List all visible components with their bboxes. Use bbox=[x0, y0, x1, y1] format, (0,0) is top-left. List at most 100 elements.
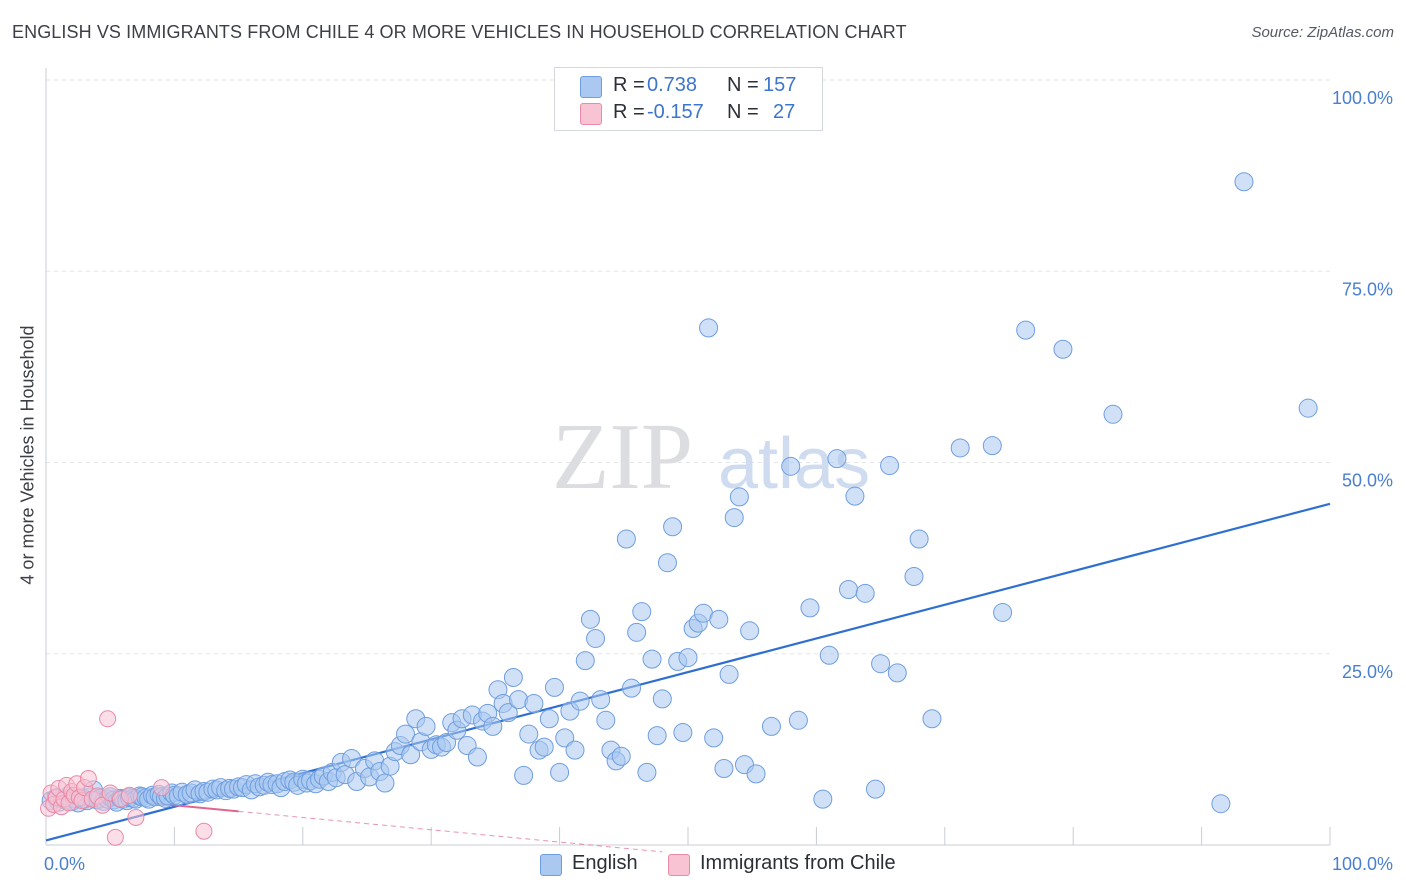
data-point bbox=[1103, 404, 1123, 424]
watermark-zip: ZIP bbox=[552, 405, 693, 509]
data-point bbox=[1234, 172, 1254, 192]
data-point bbox=[570, 691, 590, 711]
data-point bbox=[437, 732, 457, 752]
data-point bbox=[467, 747, 487, 767]
data-point bbox=[909, 529, 929, 549]
data-point bbox=[663, 517, 683, 537]
data-point bbox=[993, 602, 1013, 622]
y-tick-label: 100.0% bbox=[1332, 88, 1393, 108]
stats-row-english: R = 0.738 N = 157 bbox=[555, 72, 822, 100]
data-point bbox=[555, 728, 575, 748]
data-point bbox=[120, 786, 138, 804]
data-point bbox=[93, 796, 111, 814]
chile-trend-extension bbox=[238, 810, 663, 853]
stats-legend: R = 0.738 N = 157 R = -0.157 N = 27 bbox=[554, 67, 823, 131]
chile-legend-swatch bbox=[668, 854, 690, 876]
data-point bbox=[616, 529, 636, 549]
data-point bbox=[709, 609, 729, 629]
data-point bbox=[401, 745, 421, 765]
n-value: 27 bbox=[773, 101, 796, 123]
data-point bbox=[819, 645, 839, 665]
source-label: Source: ZipAtlas.com bbox=[1251, 24, 1394, 41]
data-point bbox=[982, 436, 1002, 456]
data-point bbox=[611, 746, 631, 766]
data-point bbox=[950, 438, 970, 458]
data-point bbox=[503, 667, 523, 687]
data-point bbox=[519, 724, 539, 744]
chart-title: ENGLISH VS IMMIGRANTS FROM CHILE 4 OR MO… bbox=[12, 22, 907, 42]
n-label: N = bbox=[727, 101, 759, 123]
y-tick-label: 25.0% bbox=[1342, 662, 1393, 682]
trend-lines bbox=[45, 502, 1331, 853]
watermark: ZIP atlas bbox=[552, 405, 870, 509]
data-point bbox=[396, 724, 416, 744]
chile-points bbox=[40, 710, 213, 846]
data-point bbox=[416, 716, 436, 736]
chile-swatch bbox=[580, 103, 602, 125]
data-point bbox=[845, 486, 865, 506]
data-point bbox=[575, 651, 595, 671]
data-point bbox=[637, 762, 657, 782]
data-point bbox=[627, 622, 647, 642]
n-value: 157 bbox=[763, 74, 797, 96]
data-point bbox=[704, 728, 724, 748]
data-point bbox=[761, 716, 781, 736]
english-legend-label: English bbox=[572, 852, 638, 874]
data-point bbox=[719, 664, 739, 684]
chile-legend-label: Immigrants from Chile bbox=[700, 852, 896, 874]
data-point bbox=[904, 566, 924, 586]
data-point bbox=[642, 649, 662, 669]
data-point bbox=[714, 759, 734, 778]
data-point bbox=[586, 628, 606, 648]
data-point bbox=[483, 716, 503, 736]
data-point bbox=[79, 769, 97, 787]
data-point bbox=[827, 449, 847, 469]
data-point bbox=[678, 648, 698, 668]
data-point bbox=[544, 677, 564, 697]
n-label: N = bbox=[727, 74, 759, 96]
data-point bbox=[534, 737, 554, 757]
data-point bbox=[99, 710, 117, 728]
english-points bbox=[41, 172, 1318, 814]
data-point bbox=[839, 579, 858, 599]
stats-row-chile: R = -0.157 N = 27 bbox=[555, 99, 822, 127]
tick-labels: 25.0% 50.0% 75.0% 100.0% 0.0% 100.0% bbox=[44, 88, 1393, 874]
data-point bbox=[1053, 339, 1073, 359]
data-point bbox=[880, 456, 900, 476]
data-point bbox=[632, 602, 652, 622]
data-point bbox=[524, 693, 544, 713]
data-point bbox=[622, 678, 642, 698]
data-point bbox=[195, 822, 213, 840]
series-legend: English Immigrants from Chile bbox=[0, 851, 1406, 879]
data-point bbox=[922, 709, 942, 729]
data-point bbox=[746, 764, 766, 784]
data-point bbox=[673, 723, 693, 743]
english-swatch bbox=[580, 76, 602, 98]
data-point bbox=[724, 508, 744, 528]
r-label: R = bbox=[613, 74, 645, 96]
data-point bbox=[788, 710, 808, 730]
data-point bbox=[1298, 398, 1318, 418]
english-legend-swatch bbox=[540, 854, 562, 876]
data-point bbox=[565, 740, 585, 760]
r-value: 0.738 bbox=[647, 74, 698, 96]
data-point bbox=[865, 779, 885, 799]
data-point bbox=[781, 456, 801, 476]
data-point bbox=[652, 689, 672, 709]
data-point bbox=[813, 789, 833, 809]
data-point bbox=[887, 663, 907, 683]
data-point bbox=[729, 487, 749, 507]
x-tick-label: 100.0% bbox=[1332, 854, 1393, 874]
data-point bbox=[657, 553, 677, 573]
data-point bbox=[550, 762, 570, 782]
data-point bbox=[539, 709, 559, 729]
x-tick-label: 0.0% bbox=[44, 854, 85, 874]
grid-lines bbox=[46, 79, 1330, 655]
data-point bbox=[871, 654, 891, 674]
data-point bbox=[740, 621, 760, 641]
r-label: R = bbox=[613, 101, 645, 123]
data-point bbox=[855, 583, 875, 603]
data-point bbox=[591, 690, 611, 710]
data-point bbox=[127, 808, 145, 826]
